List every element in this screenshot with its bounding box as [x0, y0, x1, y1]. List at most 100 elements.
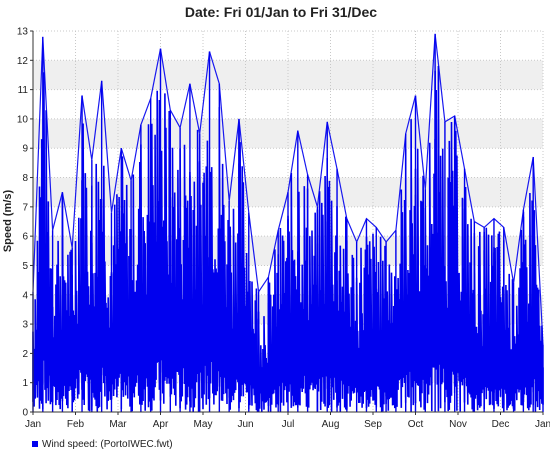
- series-segment: [71, 180, 83, 412]
- series-activity: [140, 124, 152, 411]
- series-activity: [503, 273, 515, 412]
- legend-swatch: [32, 441, 38, 447]
- series-activity: [238, 125, 250, 403]
- series-segment: [473, 231, 485, 411]
- series-segment: [463, 186, 476, 412]
- series-activity: [287, 172, 299, 408]
- series-segment: [444, 121, 456, 412]
- plot-band: [33, 148, 543, 178]
- series-segment: [110, 194, 123, 400]
- series-activity: [208, 167, 221, 405]
- series-layer: [32, 33, 544, 413]
- series-segment: [375, 236, 387, 412]
- series-segment: [483, 227, 495, 410]
- series-segment: [414, 148, 427, 410]
- series-activity: [149, 90, 162, 411]
- series-activity: [512, 211, 525, 411]
- series-segment: [355, 247, 368, 409]
- series-activity: [32, 139, 44, 409]
- series-activity: [385, 264, 397, 411]
- series-segment: [208, 167, 221, 405]
- series-segment: [248, 280, 260, 412]
- series-activity: [218, 107, 230, 405]
- plot-band: [33, 60, 543, 90]
- series-activity: [248, 280, 260, 412]
- series-activity: [130, 161, 142, 412]
- x-tick-label: Feb: [67, 419, 85, 430]
- series-activity: [297, 186, 309, 408]
- series-segment: [453, 117, 466, 412]
- series-segment: [189, 129, 201, 412]
- series-segment: [120, 156, 132, 409]
- y-tick-label: 11: [18, 85, 29, 96]
- series-segment: [42, 72, 54, 410]
- series-segment: [61, 198, 73, 409]
- series-segment: [267, 249, 279, 412]
- series-segment: [512, 211, 525, 411]
- series-segment: [149, 90, 162, 411]
- y-tick-label: 10: [17, 114, 29, 125]
- y-tick-label: 3: [22, 320, 28, 331]
- series-segment: [51, 237, 64, 410]
- x-tick-label: Jan: [535, 419, 550, 430]
- series-segment: [395, 148, 407, 408]
- series-segment: [277, 219, 289, 412]
- series-segment: [503, 273, 515, 412]
- series-activity: [228, 163, 240, 410]
- y-tick-label: 6: [22, 232, 28, 243]
- series-segment: [297, 186, 309, 408]
- series-activity: [316, 158, 328, 412]
- series-segment: [32, 139, 44, 409]
- series-segment: [404, 119, 417, 412]
- x-tick-label: May: [194, 419, 213, 430]
- series-segment: [424, 139, 436, 412]
- y-tick-label: 8: [22, 173, 28, 184]
- series-segment: [100, 165, 113, 410]
- y-tick-label: 0: [22, 408, 28, 419]
- x-tick-label: Apr: [153, 419, 169, 430]
- series-activity: [483, 227, 495, 410]
- series-activity: [71, 180, 83, 412]
- series-activity: [444, 121, 456, 412]
- series-segment: [316, 158, 328, 412]
- series-activity: [169, 147, 181, 409]
- series-segment: [532, 210, 544, 412]
- series-activity: [91, 163, 103, 413]
- y-tick-label: 12: [17, 56, 29, 67]
- legend-label: Wind speed: (PortoIWEC.fwt): [42, 439, 173, 450]
- x-tick-label: Aug: [322, 419, 340, 430]
- series-segment: [140, 124, 152, 411]
- series-segment: [238, 125, 250, 403]
- y-tick-label: 4: [22, 290, 28, 301]
- series-segment: [385, 264, 397, 411]
- series-segment: [306, 212, 319, 408]
- x-tick-label: Jul: [282, 419, 295, 430]
- series-activity: [257, 303, 270, 412]
- y-tick-label: 2: [22, 349, 28, 360]
- series-activity: [120, 156, 132, 409]
- series-activity: [395, 148, 407, 408]
- series-activity: [424, 139, 436, 412]
- chart-title: Date: Fri 01/Jan to Fri 31/Dec: [185, 4, 377, 20]
- series-segment: [198, 140, 211, 410]
- series-activity: [453, 117, 466, 412]
- series-activity: [336, 216, 348, 412]
- series-segment: [346, 254, 358, 409]
- series-segment: [228, 163, 240, 410]
- series-activity: [414, 148, 427, 410]
- series-segment: [169, 147, 181, 409]
- x-tick-labels: Jan Feb Mar Apr May Jun Jul Aug Sep Oct Nov Dec Jan: [25, 412, 550, 430]
- x-tick-label: Jan: [25, 419, 41, 430]
- series-segment: [326, 180, 338, 412]
- series-segment: [434, 65, 446, 412]
- series-segment: [81, 123, 93, 412]
- series-activity: [404, 119, 417, 412]
- series-segment: [365, 233, 378, 408]
- y-tick-label: 7: [22, 202, 28, 213]
- series-activity: [346, 254, 358, 409]
- y-tick-label: 1: [22, 378, 28, 389]
- y-tick-label: 13: [17, 27, 29, 38]
